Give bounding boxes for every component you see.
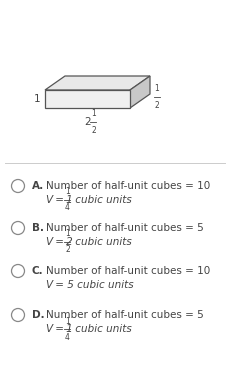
Text: V = 5 cubic units: V = 5 cubic units — [46, 280, 133, 290]
Polygon shape — [129, 76, 149, 108]
Text: 1: 1 — [154, 84, 159, 93]
Text: B.: B. — [32, 223, 44, 233]
Text: cubic units: cubic units — [72, 237, 132, 247]
Text: V = 1: V = 1 — [46, 324, 72, 334]
Text: cubic units: cubic units — [72, 324, 132, 334]
Text: 2: 2 — [154, 101, 159, 110]
Text: A.: A. — [32, 181, 44, 191]
Text: Number of half-unit cubes = 10: Number of half-unit cubes = 10 — [46, 266, 209, 276]
Text: 2: 2 — [84, 117, 90, 127]
Text: 4: 4 — [65, 204, 70, 212]
Text: 1: 1 — [65, 188, 70, 196]
Text: V = 2: V = 2 — [46, 237, 72, 247]
Text: 4: 4 — [65, 332, 70, 342]
Text: D.: D. — [32, 310, 44, 320]
Text: cubic units: cubic units — [72, 195, 132, 205]
Text: 2: 2 — [65, 246, 70, 254]
Polygon shape — [45, 90, 129, 108]
Text: 1: 1 — [65, 230, 70, 238]
Text: 2: 2 — [91, 126, 95, 135]
Text: C.: C. — [32, 266, 44, 276]
Text: 1: 1 — [33, 94, 40, 104]
Text: 1: 1 — [91, 109, 95, 118]
Text: Number of half-unit cubes = 5: Number of half-unit cubes = 5 — [46, 223, 203, 233]
Text: 1: 1 — [65, 317, 70, 325]
Text: Number of half-unit cubes = 10: Number of half-unit cubes = 10 — [46, 181, 209, 191]
Text: Number of half-unit cubes = 5: Number of half-unit cubes = 5 — [46, 310, 203, 320]
Text: V = 1: V = 1 — [46, 195, 72, 205]
Polygon shape — [45, 76, 149, 90]
